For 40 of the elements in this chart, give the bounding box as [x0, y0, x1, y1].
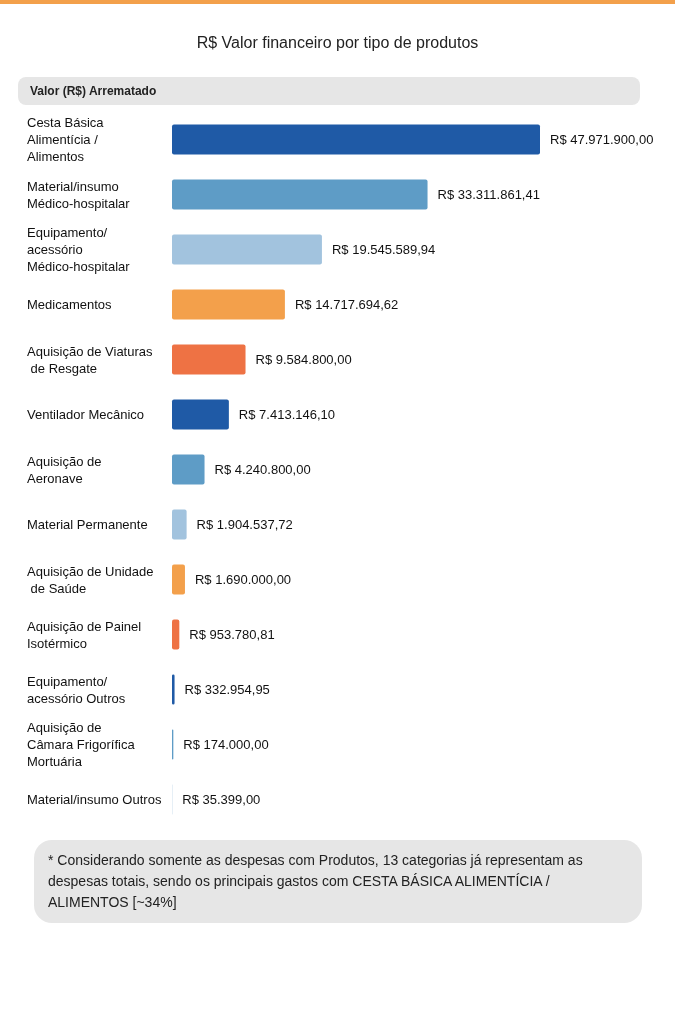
bar [172, 289, 285, 320]
y-tick-label: Material Permanente [27, 517, 148, 532]
y-tick-label: Equipamento/ acessório Outros [27, 673, 126, 706]
bar [172, 399, 229, 430]
data-label: R$ 19.545.589,94 [331, 242, 436, 257]
data-label: R$ 47.971.900,00 [550, 132, 654, 147]
data-label: R$ 174.000,00 [183, 737, 269, 752]
data-label: R$ 1.690.000,00 [194, 572, 292, 587]
y-tick-label: Equipamento/acessório Médico-hospitalar [27, 225, 131, 274]
y-tick-label: Aquisição de Unidade de Saúde [27, 563, 154, 596]
data-label: R$ 332.954,95 [184, 682, 270, 697]
y-tick-label: Aquisição de Painel Isotérmico [27, 618, 145, 651]
data-label: R$ 9.584.800,00 [255, 352, 352, 367]
y-tick-label: Ventilador Mecânico [27, 407, 145, 422]
y-tick-label: Medicamentos [27, 297, 113, 312]
y-tick-label: Material/insumo Outros [27, 792, 162, 807]
data-label: R$ 33.311.861,41 [437, 187, 540, 202]
data-label: R$ 35.399,00 [182, 792, 261, 807]
bar [172, 564, 185, 595]
bar [172, 179, 428, 210]
chart-subtitle: Valor (R$) Arrematado [18, 77, 640, 105]
data-label: R$ 4.240.800,00 [214, 462, 311, 477]
bar [172, 234, 322, 265]
y-tick-label: Aquisição de Aeronave [27, 453, 106, 486]
y-tick-label: Aquisição de Viaturas de Resgate [27, 343, 154, 376]
bar [172, 344, 246, 375]
chart-title: R$ Valor financeiro por tipo de produtos [195, 34, 480, 52]
data-label: R$ 7.413.146,10 [238, 407, 336, 422]
bar [172, 124, 540, 155]
y-tick-label: Cesta Básica Alimentícia / Alimentos [27, 115, 108, 164]
y-tick-label: Material/insumo Médico-hospitalar [27, 178, 131, 211]
data-label: R$ 14.717.694,62 [294, 297, 399, 312]
bar [172, 509, 187, 540]
bar [172, 619, 180, 650]
data-label: R$ 1.904.537,72 [196, 517, 293, 532]
data-label: R$ 953.780,81 [189, 627, 275, 642]
bar [172, 454, 205, 485]
bar [172, 674, 175, 705]
y-tick-label: Aquisição de Câmara Frigorífica Mortuária [27, 720, 139, 769]
text: * Considerando somente as despesas com Produtos, 13 categorias já representam as despesas totais, sendo os principais gastos com CESTA BÁSICA ALIMENTÍCIA / ALIMENTOS [~34%] [34, 840, 642, 923]
